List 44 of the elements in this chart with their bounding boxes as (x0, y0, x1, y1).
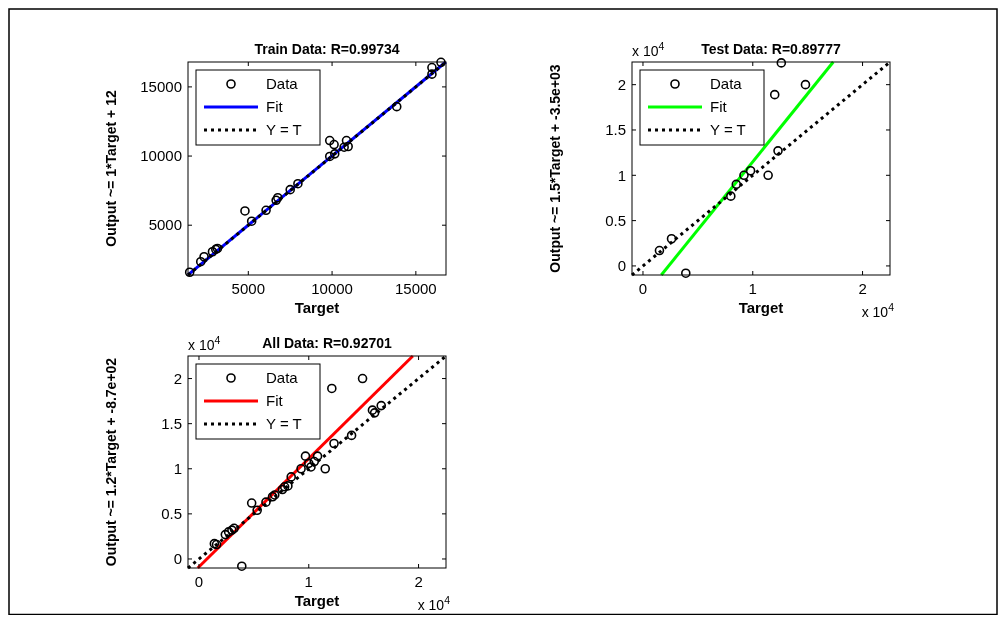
text: x 10$^{4}$ (861, 301, 895, 320)
y-tick-label: 0 (617, 257, 626, 275)
legend-label: Data (710, 75, 743, 93)
y-tick-label: 1 (617, 166, 626, 184)
chart-title: Train Data: R=0.99734 (254, 41, 400, 57)
chart-title: Test Data: R=0.89777 (701, 41, 841, 57)
legend-label: Data (266, 369, 299, 387)
text: x 10$^{4}$ (417, 594, 451, 613)
text: x 10$^{4}$ (188, 334, 221, 353)
x-tick-label: 2 (414, 573, 423, 590)
legend-label: Fit (710, 98, 728, 116)
y-tick-label: 1.5 (161, 414, 182, 432)
chart-title: All Data: R=0.92701 (262, 335, 392, 351)
text: x 10$^{4}$ (632, 40, 665, 59)
y-tick-label: 2 (173, 369, 182, 387)
y-tick-label: 0.5 (161, 505, 182, 523)
legend-label: Y = T (266, 415, 302, 433)
y-axis-title: Output ~= 1*Target + 12 (103, 90, 119, 247)
y-tick-label: 0 (173, 550, 182, 568)
y-tick-label: 0.5 (605, 211, 626, 229)
y-tick-label: 15000 (140, 78, 182, 96)
x-axis-title: Target (294, 299, 340, 316)
y-tick-label: 5000 (148, 216, 182, 234)
y-axis-title: Output ~= 1.5*Target + -3.5e+03 (547, 64, 563, 273)
x-tick-label: 0 (194, 573, 204, 590)
y-tick-label: 1.5 (605, 121, 626, 139)
y-axis-title: Output ~= 1.2*Target + -8.7e+02 (103, 357, 119, 567)
x-tick-label: 15000 (394, 280, 437, 297)
legend-label: Y = T (266, 121, 302, 139)
y-tick-label: 10000 (140, 147, 182, 165)
x-axis-title: Target (294, 592, 340, 609)
y-tick-label: 1 (173, 460, 182, 478)
legend-label: Data (266, 75, 299, 93)
x-tick-label: 1 (304, 573, 313, 590)
x-tick-label: 1 (748, 280, 757, 297)
y-tick-label: 2 (617, 75, 626, 93)
legend-label: Y = T (710, 121, 746, 139)
x-axis-title: Target (738, 299, 784, 316)
x-tick-label: 10000 (311, 280, 353, 297)
x-tick-label: 5000 (231, 280, 265, 297)
legend-label: Fit (266, 98, 284, 116)
legend-label: Fit (266, 392, 284, 410)
x-tick-label: 2 (858, 280, 867, 297)
x-tick-label: 0 (638, 280, 648, 297)
